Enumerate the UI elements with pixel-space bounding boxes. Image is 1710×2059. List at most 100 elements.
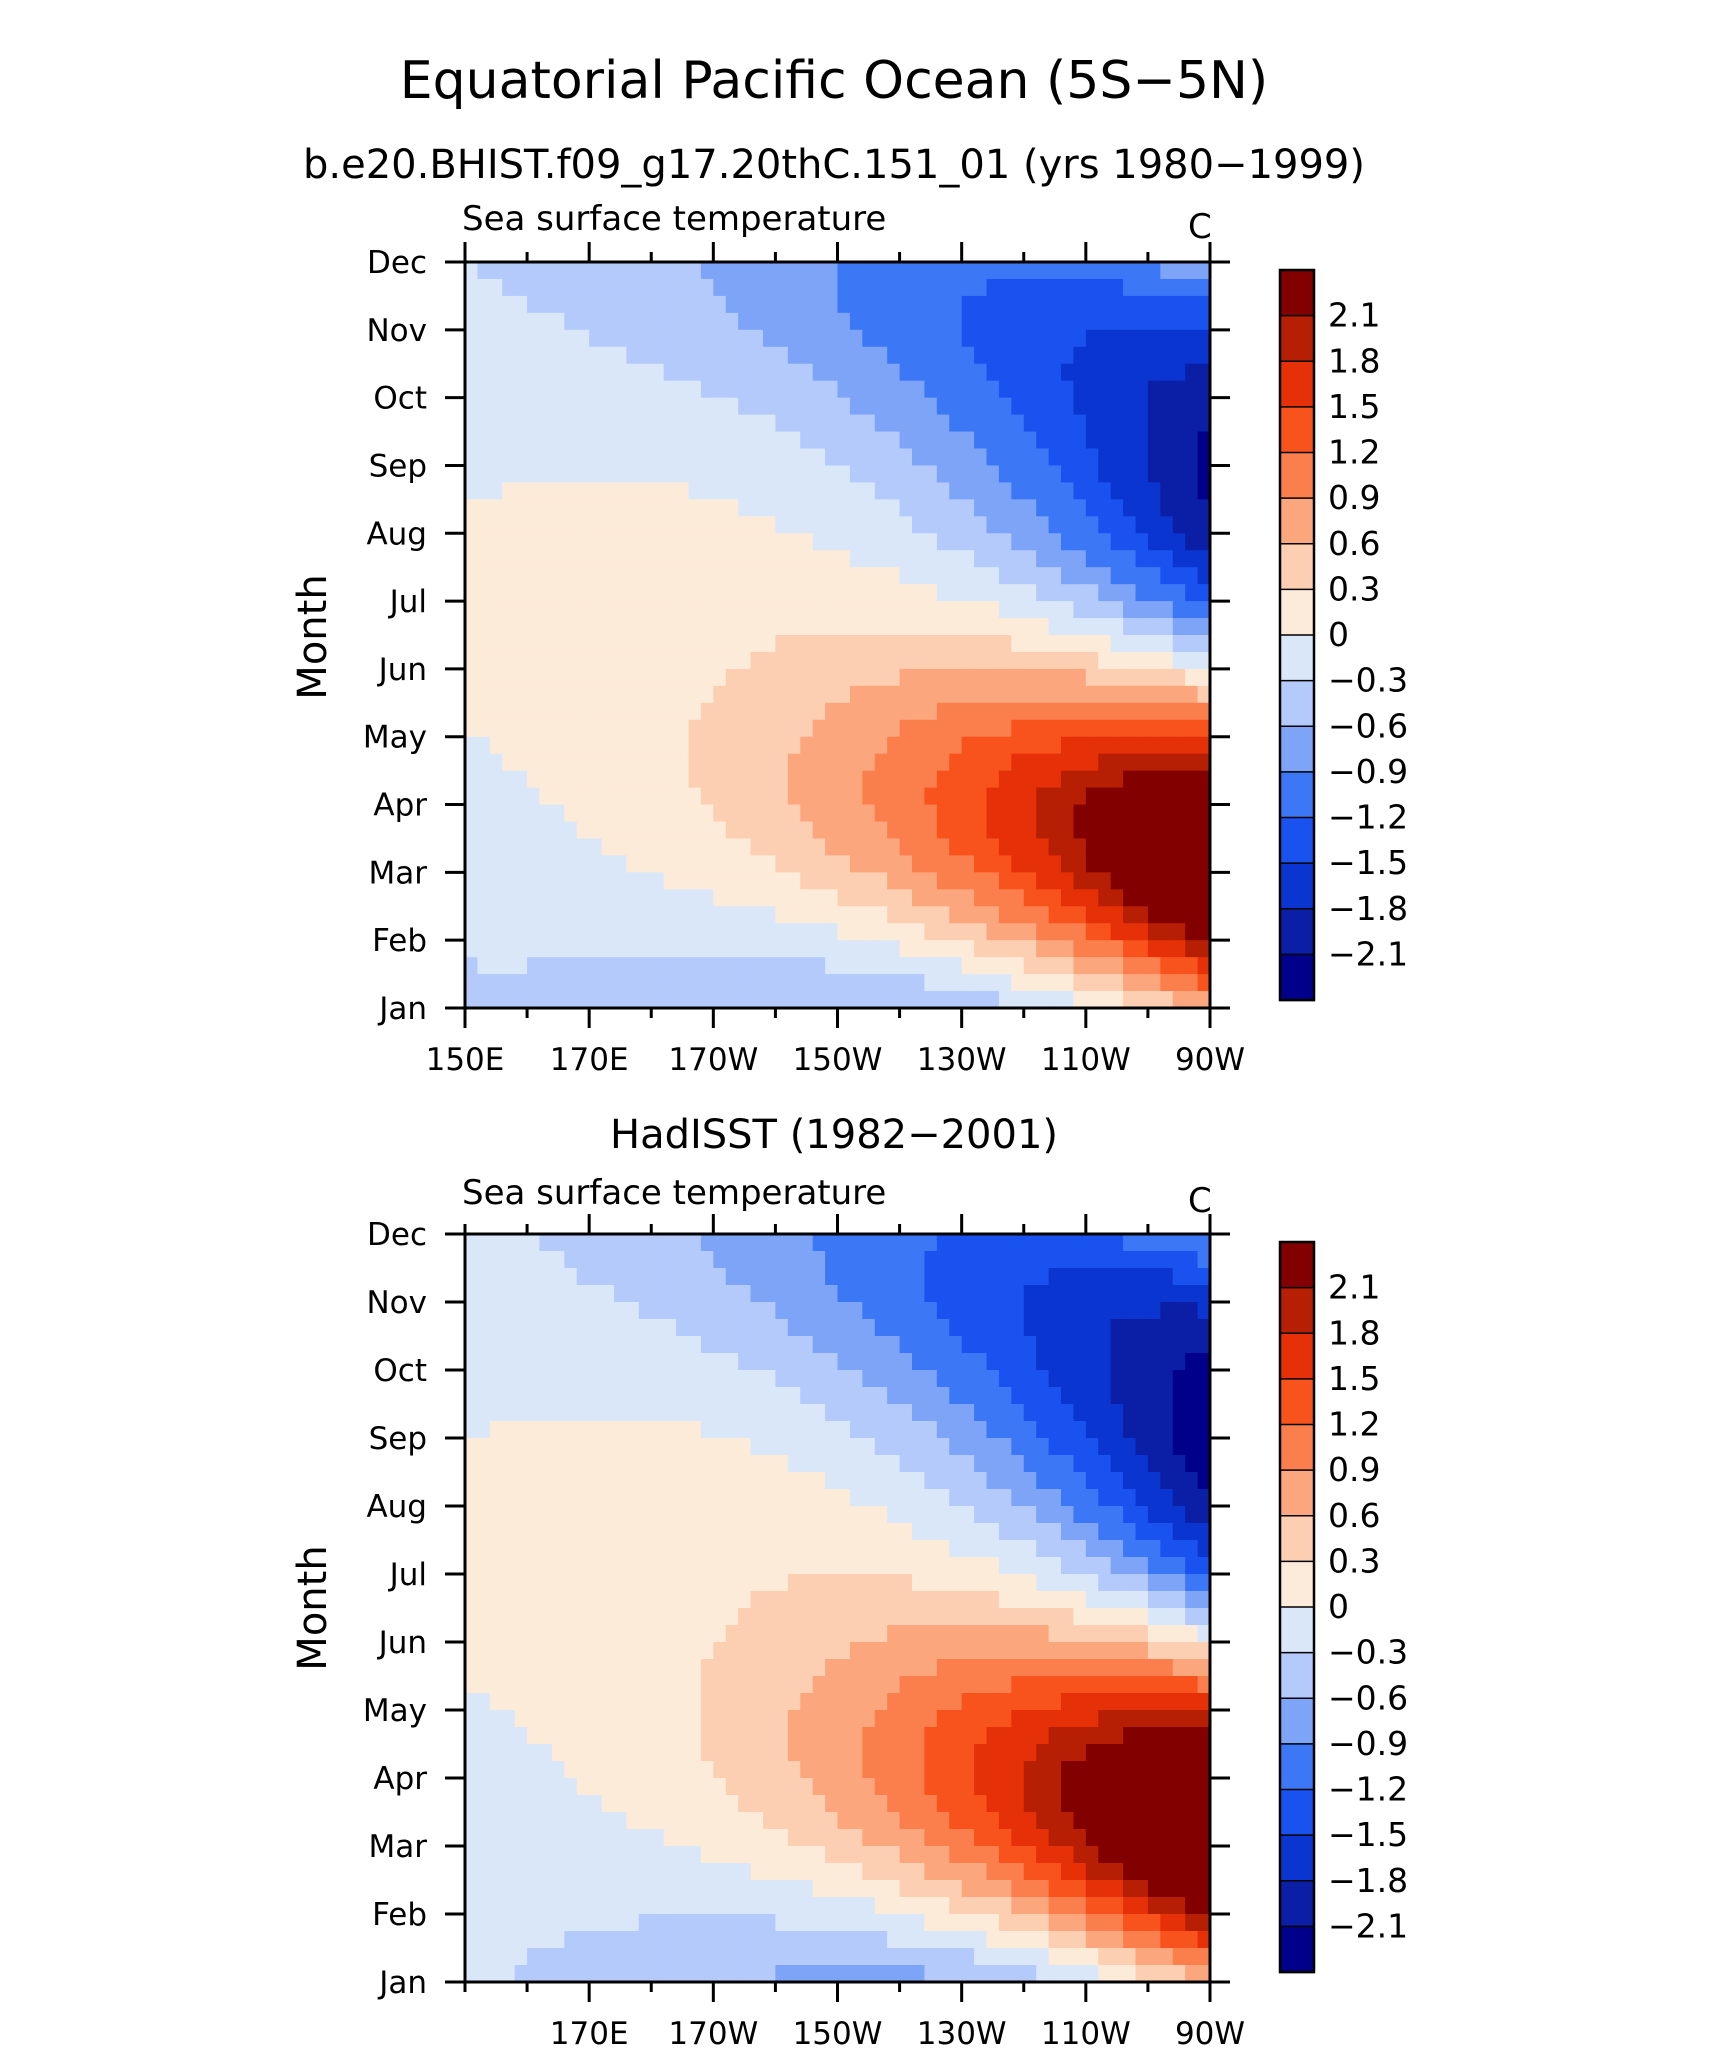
heatmap-cell [589,465,603,483]
heatmap-cell [700,550,714,568]
heatmap-cell [527,1659,541,1677]
heatmap-cell [812,770,826,789]
heatmap-cell [676,855,690,873]
heatmap-cell [465,1710,479,1728]
heatmap-cell [974,601,988,619]
heatmap-cell [862,1710,876,1728]
heatmap-cell [688,855,702,873]
heatmap-cell [614,397,628,416]
heatmap-cell [514,278,528,297]
heatmap-cell [738,1727,752,1745]
heatmap-cell [1135,770,1149,789]
heatmap-cell [1135,1438,1149,1456]
heatmap-cell [924,1829,938,1847]
heatmap-cell [874,821,888,840]
heatmap-cell [514,1523,528,1541]
heatmap-cell [750,1540,764,1558]
heatmap-cell [527,1863,541,1881]
heatmap-cell [1061,1302,1075,1320]
heatmap-cell [998,601,1012,619]
heatmap-cell [651,278,665,297]
heatmap-cell [601,431,615,450]
heatmap-cell [713,1523,727,1541]
heatmap-cell [899,1421,913,1439]
heatmap-cell [1197,974,1211,992]
heatmap-cell [775,1506,789,1524]
heatmap-cell [614,685,628,704]
heatmap-cell [465,499,479,517]
heatmap-cell [998,787,1012,806]
heatmap-cell [812,1319,826,1337]
heatmap-cell [539,499,553,517]
heatmap-cell [614,1353,628,1371]
heatmap-cell [887,516,901,534]
heatmap-cell [936,448,950,467]
heatmap-cell [489,1846,503,1864]
heatmap-cell [601,1795,615,1813]
heatmap-cell [1098,363,1112,382]
heatmap-cell [899,635,913,653]
heatmap-cell [936,974,950,992]
heatmap-cell [825,618,839,636]
heatmap-cell [1135,1268,1149,1286]
heatmap-cell [1011,414,1025,433]
heatmap-cell [663,414,677,433]
heatmap-cell [700,804,714,823]
heatmap-cell [1073,1234,1087,1252]
heatmap-cell [1172,499,1186,517]
heatmap-cell [1023,482,1037,500]
heatmap-cell [1123,601,1137,619]
heatmap-cell [551,1761,565,1779]
heatmap-cell [601,838,615,856]
heatmap-cell [477,668,491,687]
heatmap-cell [849,1608,863,1626]
heatmap-cell [924,1642,938,1660]
heatmap-cell [800,1336,814,1354]
heatmap-cell [775,1676,789,1694]
heatmap-cell [961,957,975,975]
heatmap-cell [1172,1540,1186,1558]
heatmap-cell [1110,1812,1124,1830]
heatmap-cell [825,329,839,348]
heatmap-cell [974,804,988,823]
heatmap-cell [1185,872,1199,890]
heatmap-cell [576,1251,590,1269]
heatmap-cell [974,719,988,738]
heatmap-cell [738,567,752,585]
heatmap-cell [763,1370,777,1388]
heatmap-cell [502,838,516,856]
heatmap-cell [614,448,628,467]
heatmap-cell [961,1336,975,1354]
heatmap-cell [1160,1268,1174,1286]
heatmap-cell [725,414,739,433]
heatmap-cell [465,1421,479,1439]
heatmap-cell [936,1676,950,1694]
heatmap-cell [576,1846,590,1864]
heatmap-cell [477,465,491,483]
heatmap-cell [998,889,1012,907]
heatmap-cell [1073,533,1087,551]
heatmap-cell [750,618,764,636]
heatmap-cell [614,1404,628,1422]
heatmap-cell [961,1795,975,1813]
heatmap-cell [551,702,565,721]
heatmap-cell [899,1676,913,1694]
heatmap-cell [862,838,876,856]
heatmap-cell [912,567,926,585]
heatmap-cell [738,1251,752,1269]
heatmap-cell [539,1234,553,1252]
heatmap-cell [626,499,640,517]
heatmap-cell [912,1336,926,1354]
heatmap-cell [1147,1506,1161,1524]
heatmap-cell [874,1370,888,1388]
heatmap-cell [477,1387,491,1405]
heatmap-cell [713,923,727,941]
heatmap-cell [750,1387,764,1405]
heatmap-cell [874,1812,888,1830]
heatmap-cell [1023,1676,1037,1694]
heatmap-cell [676,363,690,382]
heatmap-cell [663,1387,677,1405]
heatmap-cell [986,1489,1000,1507]
heatmap-cell [936,1761,950,1779]
heatmap-cell [614,1268,628,1286]
